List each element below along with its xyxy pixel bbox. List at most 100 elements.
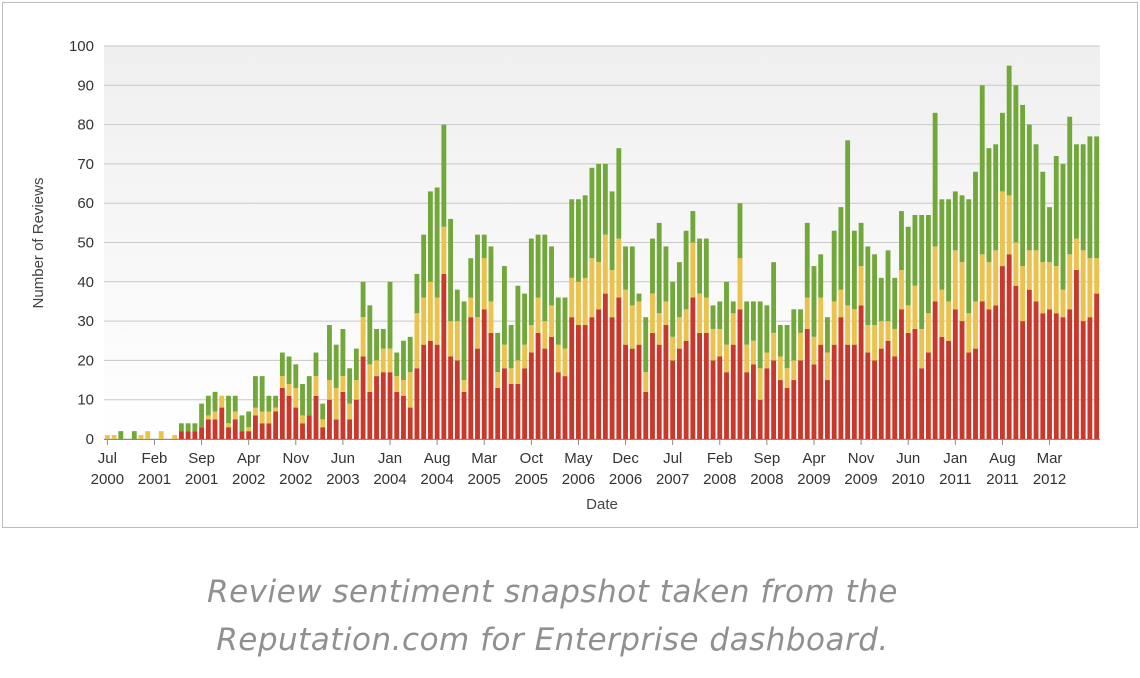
bar-6-segment-1 xyxy=(145,431,151,439)
bar-99-segment-1 xyxy=(771,332,777,361)
bar-57-segment-1 xyxy=(488,301,494,333)
bar-121-segment-2 xyxy=(919,214,925,329)
bar-115-segment-2 xyxy=(878,277,884,322)
x-tick-month-105: Apr xyxy=(802,450,825,467)
x-tick-month-0: Jul xyxy=(98,450,117,467)
bar-59-segment-2 xyxy=(502,266,507,345)
bar-130-segment-1 xyxy=(979,254,985,302)
bar-54-segment-0 xyxy=(468,317,474,439)
bar-67-segment-0 xyxy=(555,372,561,439)
bar-61-segment-1 xyxy=(515,360,521,384)
bar-14-segment-0 xyxy=(199,427,205,439)
bar-0-segment-1 xyxy=(104,435,110,439)
bar-89-segment-1 xyxy=(703,297,709,333)
bar-95-segment-2 xyxy=(744,301,750,345)
bar-74-segment-1 xyxy=(602,234,608,294)
bar-39-segment-2 xyxy=(367,305,373,365)
bar-98-segment-2 xyxy=(764,305,770,353)
bar-18-segment-0 xyxy=(226,427,231,439)
bar-20-segment-2 xyxy=(239,415,245,432)
bar-34-segment-1 xyxy=(333,387,339,420)
bar-137-segment-1 xyxy=(1026,250,1032,290)
bar-68-segment-2 xyxy=(562,297,568,349)
y-tick-label-20: 20 xyxy=(77,352,94,369)
bar-118-segment-2 xyxy=(899,211,904,271)
bar-61-segment-2 xyxy=(515,285,521,361)
bar-71-segment-2 xyxy=(582,195,588,278)
bar-29-segment-0 xyxy=(300,423,305,439)
bar-76-segment-2 xyxy=(616,148,622,239)
bar-145-segment-0 xyxy=(1080,321,1086,439)
bar-52-segment-0 xyxy=(454,360,460,439)
bar-56-segment-1 xyxy=(481,258,487,310)
bar-45-segment-1 xyxy=(407,372,413,408)
bar-99-segment-0 xyxy=(771,360,777,439)
bar-11-segment-0 xyxy=(178,431,184,439)
bar-134-segment-0 xyxy=(1006,254,1012,439)
bar-45-segment-0 xyxy=(407,407,413,439)
bar-120-segment-1 xyxy=(912,285,918,329)
bar-72-segment-2 xyxy=(589,167,595,259)
bar-145-segment-1 xyxy=(1080,250,1086,322)
bar-31-segment-2 xyxy=(313,352,319,377)
x-tick-year-28: 2002 xyxy=(279,471,312,488)
bar-62-segment-0 xyxy=(522,368,528,439)
bar-25-segment-2 xyxy=(273,395,279,408)
bar-139-segment-2 xyxy=(1040,171,1046,263)
x-tick-month-140: Mar xyxy=(1037,450,1063,467)
bar-26-segment-1 xyxy=(279,376,285,388)
bar-129-segment-1 xyxy=(973,301,978,349)
bar-84-segment-0 xyxy=(670,360,676,439)
x-tick-month-126: Jan xyxy=(943,450,967,467)
bar-83-segment-0 xyxy=(663,325,669,439)
bar-130-segment-2 xyxy=(979,85,985,255)
bar-26-segment-0 xyxy=(279,387,285,439)
bar-121-segment-1 xyxy=(919,328,925,369)
bar-51-segment-0 xyxy=(448,356,454,439)
bar-82-segment-2 xyxy=(656,222,662,314)
bar-131-segment-0 xyxy=(986,309,992,439)
bar-100-segment-0 xyxy=(777,380,783,439)
bar-104-segment-1 xyxy=(804,297,810,329)
bar-78-segment-2 xyxy=(629,246,635,306)
bar-111-segment-0 xyxy=(851,344,857,439)
bar-105-segment-1 xyxy=(811,336,817,365)
caption-line-2: Reputation.com for Enterprise dashboard. xyxy=(216,622,889,658)
bar-43-segment-2 xyxy=(394,352,400,377)
bar-58-segment-0 xyxy=(495,387,501,439)
bar-24-segment-2 xyxy=(266,395,272,412)
bar-27-segment-1 xyxy=(286,383,292,396)
bar-70-segment-0 xyxy=(576,325,581,439)
bar-23-segment-0 xyxy=(259,423,265,439)
y-tick-label-60: 60 xyxy=(77,195,94,212)
bar-69-segment-2 xyxy=(569,199,575,278)
bar-30-segment-0 xyxy=(306,415,312,439)
bar-33-segment-1 xyxy=(327,380,332,400)
bar-49-segment-1 xyxy=(434,297,440,345)
bar-66-segment-0 xyxy=(549,336,554,439)
bar-95-segment-0 xyxy=(744,372,750,439)
bar-132-segment-1 xyxy=(993,250,999,306)
bar-135-segment-1 xyxy=(1013,242,1019,286)
bar-128-segment-0 xyxy=(966,352,972,439)
caption: Review sentiment snapshot taken from the… xyxy=(0,568,1105,664)
bar-53-segment-1 xyxy=(461,380,467,392)
x-tick-year-84: 2007 xyxy=(656,471,689,488)
bar-131-segment-1 xyxy=(986,262,992,310)
x-tick-month-49: Aug xyxy=(424,450,451,467)
bar-79-segment-2 xyxy=(636,293,642,302)
bar-28-segment-2 xyxy=(293,364,299,388)
bar-137-segment-0 xyxy=(1026,289,1032,439)
bar-121-segment-0 xyxy=(919,368,925,439)
bar-4-segment-2 xyxy=(131,431,137,439)
bar-44-segment-2 xyxy=(401,340,406,381)
bar-89-segment-0 xyxy=(703,332,709,439)
bar-62-segment-2 xyxy=(522,293,528,345)
bar-71-segment-1 xyxy=(582,277,588,326)
bar-92-segment-1 xyxy=(724,344,729,373)
bar-18-segment-2 xyxy=(226,395,231,424)
x-tick-year-7: 2001 xyxy=(138,471,171,488)
bar-111-segment-2 xyxy=(851,230,857,310)
bar-85-segment-2 xyxy=(676,262,682,318)
bar-144-segment-2 xyxy=(1074,144,1079,239)
